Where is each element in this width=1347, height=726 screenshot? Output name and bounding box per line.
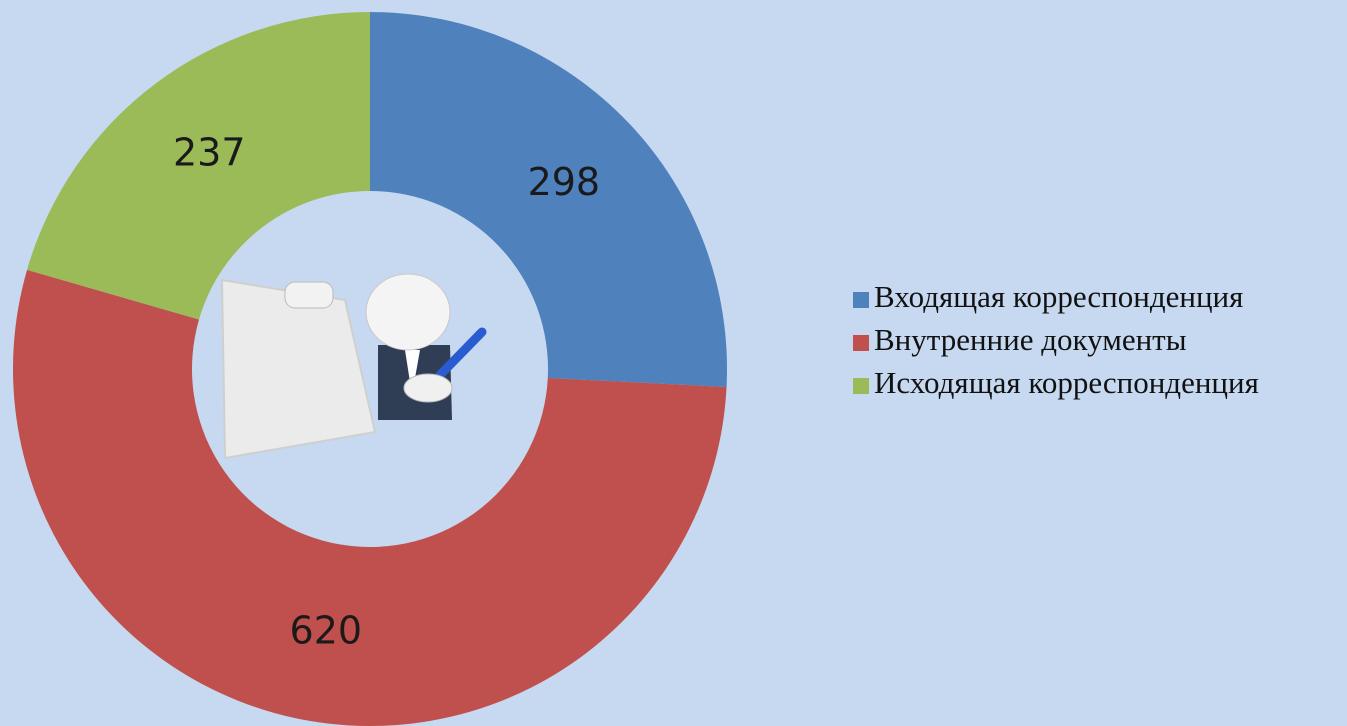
slice [13, 269, 727, 726]
donut [13, 12, 727, 726]
clipart [220, 273, 487, 460]
legend-swatch [853, 292, 869, 308]
legend-label: Внутренние документы [874, 322, 1187, 357]
head [365, 273, 451, 351]
legend-label: Входящая корреспонденция [874, 279, 1243, 314]
legend-swatch [853, 335, 869, 351]
legend-label: Исходящая корреспонденция [874, 365, 1259, 400]
slice [27, 12, 371, 320]
data-label: 620 [290, 608, 363, 652]
shirt [405, 350, 420, 395]
legend: Входящая корреспонденция Внутренние докум… [853, 279, 1259, 400]
pen [435, 327, 487, 380]
data-label: 237 [173, 131, 246, 175]
slice [370, 12, 727, 387]
data-label: 298 [528, 160, 601, 204]
hand [403, 373, 453, 403]
legend-swatch [853, 378, 869, 394]
hand [284, 281, 334, 309]
